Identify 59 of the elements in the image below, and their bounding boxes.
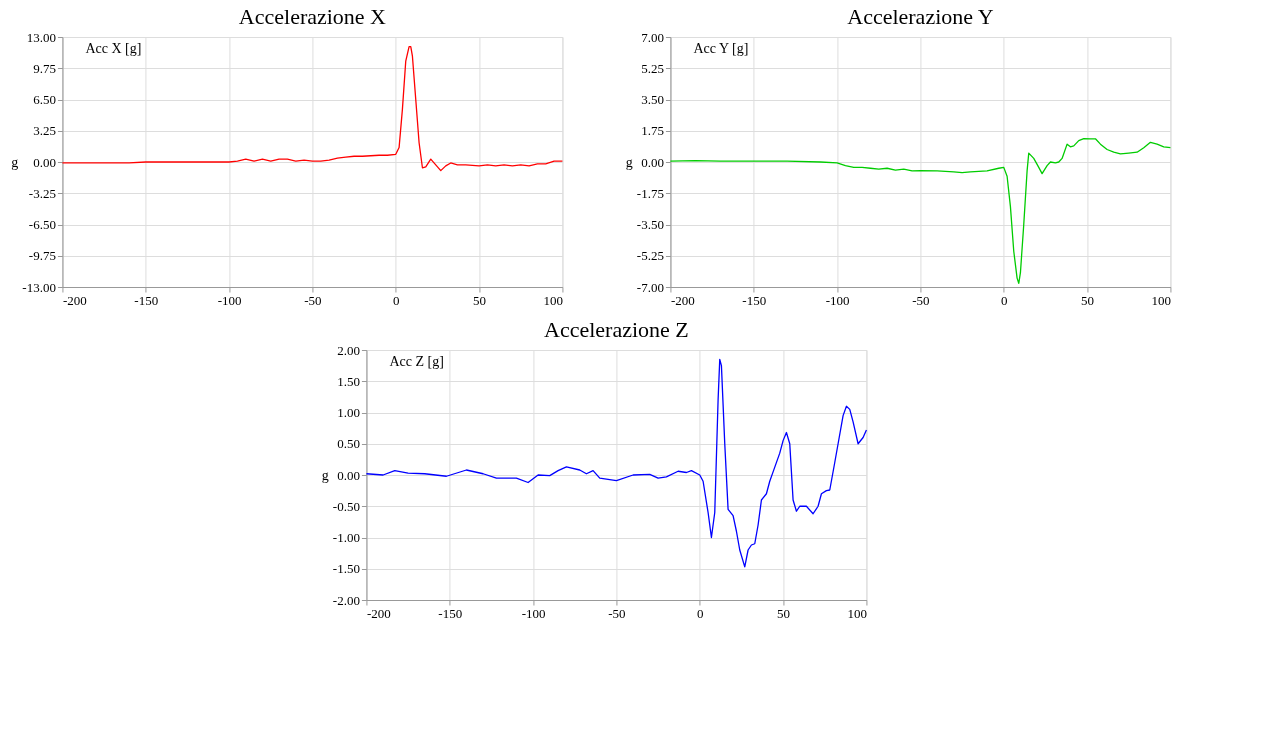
- x-tick-label: -200: [366, 605, 391, 621]
- y-tick-label: -1.75: [636, 185, 664, 201]
- y-tick-label: 5.25: [641, 60, 664, 76]
- x-tick-label: 50: [473, 292, 487, 308]
- x-tick-label: 100: [1151, 292, 1171, 308]
- line-series: [61, 45, 564, 172]
- x-tick-label: -50: [912, 292, 930, 308]
- y-tick-label: 7.00: [641, 29, 664, 45]
- y-tick-label: 13.00: [26, 29, 56, 45]
- chart-title: Accelerazione Z: [544, 317, 689, 342]
- x-tick-label: -100: [217, 292, 242, 308]
- y-tick-label: 0.00: [337, 467, 360, 483]
- chart-title: Accelerazione Y: [847, 4, 994, 29]
- x-tick-label: 100: [847, 605, 867, 621]
- x-tick-label: 50: [1081, 292, 1095, 308]
- x-tick-label: -50: [608, 605, 626, 621]
- text: Acc Z [g]: [389, 353, 444, 369]
- y-tick-label: -3.50: [636, 217, 664, 232]
- x-tick-label: -100: [521, 605, 546, 621]
- y-tick-label: 9.75: [33, 60, 56, 76]
- x-tick-label: 50: [777, 605, 791, 621]
- y-axis-title: g: [321, 467, 329, 483]
- y-axis-title: g: [625, 154, 633, 170]
- y-tick-label: 0.00: [641, 154, 664, 170]
- y-tick-label: 0.50: [337, 436, 360, 452]
- chart-title: Accelerazione X: [238, 4, 387, 29]
- x-tick-label: 100: [543, 292, 563, 308]
- y-tick-label: 6.50: [33, 92, 56, 107]
- y-axis-title: g: [11, 154, 19, 170]
- y-tick-label: -5.25: [636, 248, 664, 264]
- y-tick-label: 1.75: [641, 123, 664, 139]
- y-tick-label: -9.75: [28, 248, 56, 264]
- x-tick-label: 0: [1001, 292, 1008, 308]
- x-tick-label: -150: [134, 292, 159, 308]
- y-tick-label: -1.00: [332, 530, 360, 545]
- y-tick-label: -13.00: [22, 279, 56, 295]
- y-tick-label: 2.00: [337, 342, 360, 358]
- y-tick-label: 0.00: [33, 154, 56, 170]
- y-tick-label: -2.00: [332, 592, 360, 608]
- y-tick-label: -0.50: [332, 498, 360, 514]
- x-tick-label: -150: [438, 605, 463, 621]
- x-tick-label: -200: [670, 292, 695, 308]
- y-tick-label: -7.00: [636, 279, 664, 295]
- y-tick-label: -1.50: [332, 561, 360, 577]
- y-tick-label: 3.50: [641, 92, 664, 107]
- y-tick-label: 1.50: [337, 373, 360, 389]
- x-tick-label: 0: [393, 292, 400, 308]
- x-tick-label: -100: [825, 292, 850, 308]
- y-tick-label: -3.25: [28, 185, 56, 201]
- text: Acc Y [g]: [693, 40, 749, 56]
- x-tick-label: -150: [742, 292, 767, 308]
- x-tick-label: -50: [304, 292, 322, 308]
- text: Acc X [g]: [85, 40, 142, 56]
- line-series: [365, 358, 868, 568]
- y-tick-label: 1.00: [337, 405, 360, 420]
- y-tick-label: -6.50: [28, 217, 56, 232]
- x-tick-label: -200: [62, 292, 87, 308]
- y-tick-label: 3.25: [33, 123, 56, 139]
- x-tick-label: 0: [697, 605, 704, 621]
